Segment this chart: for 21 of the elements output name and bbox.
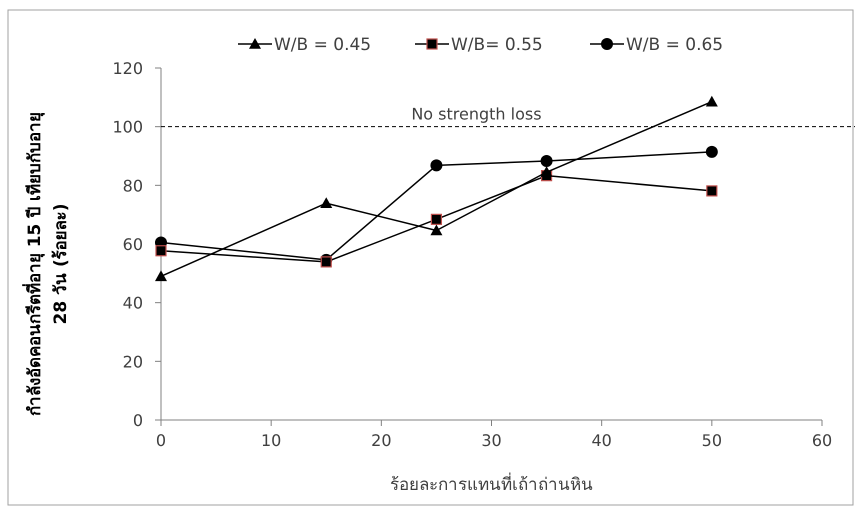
x-tick-label: 10 xyxy=(260,431,282,450)
x-axis-title: ร้อยละการแทนที่เถ้าถ่านหิน xyxy=(390,472,593,495)
legend-label: W/B = 0.65 xyxy=(626,35,724,55)
y-tick-label: 80 xyxy=(122,176,143,196)
legend-label: W/B= 0.55 xyxy=(451,35,543,55)
y-tick-label: 0 xyxy=(132,411,143,430)
y-tick-label: 40 xyxy=(122,294,143,313)
x-tick-label: 20 xyxy=(371,431,392,450)
x-tick-label: 60 xyxy=(812,431,832,450)
x-tick-label: 50 xyxy=(702,431,722,450)
x-tick-label: 30 xyxy=(481,431,502,450)
ref-line: No strength loss xyxy=(160,104,856,128)
y-tick-label: 120 xyxy=(112,59,143,78)
y-tick-label: 20 xyxy=(122,352,143,372)
x-tick-label: 0 xyxy=(156,431,166,450)
y-axis-title: กำลังอัดคอนกรีตที่อายุ 15 ปี เทียบกับอายุ 28 วัน (ร้อยละ) xyxy=(22,112,71,416)
ref-line-label: No strength loss xyxy=(411,104,542,124)
x-tick-label: 40 xyxy=(591,431,612,450)
y-tick-label: 100 xyxy=(112,118,143,137)
legend-label: W/B = 0.45 xyxy=(274,35,372,55)
y-tick-label: 60 xyxy=(122,235,143,254)
